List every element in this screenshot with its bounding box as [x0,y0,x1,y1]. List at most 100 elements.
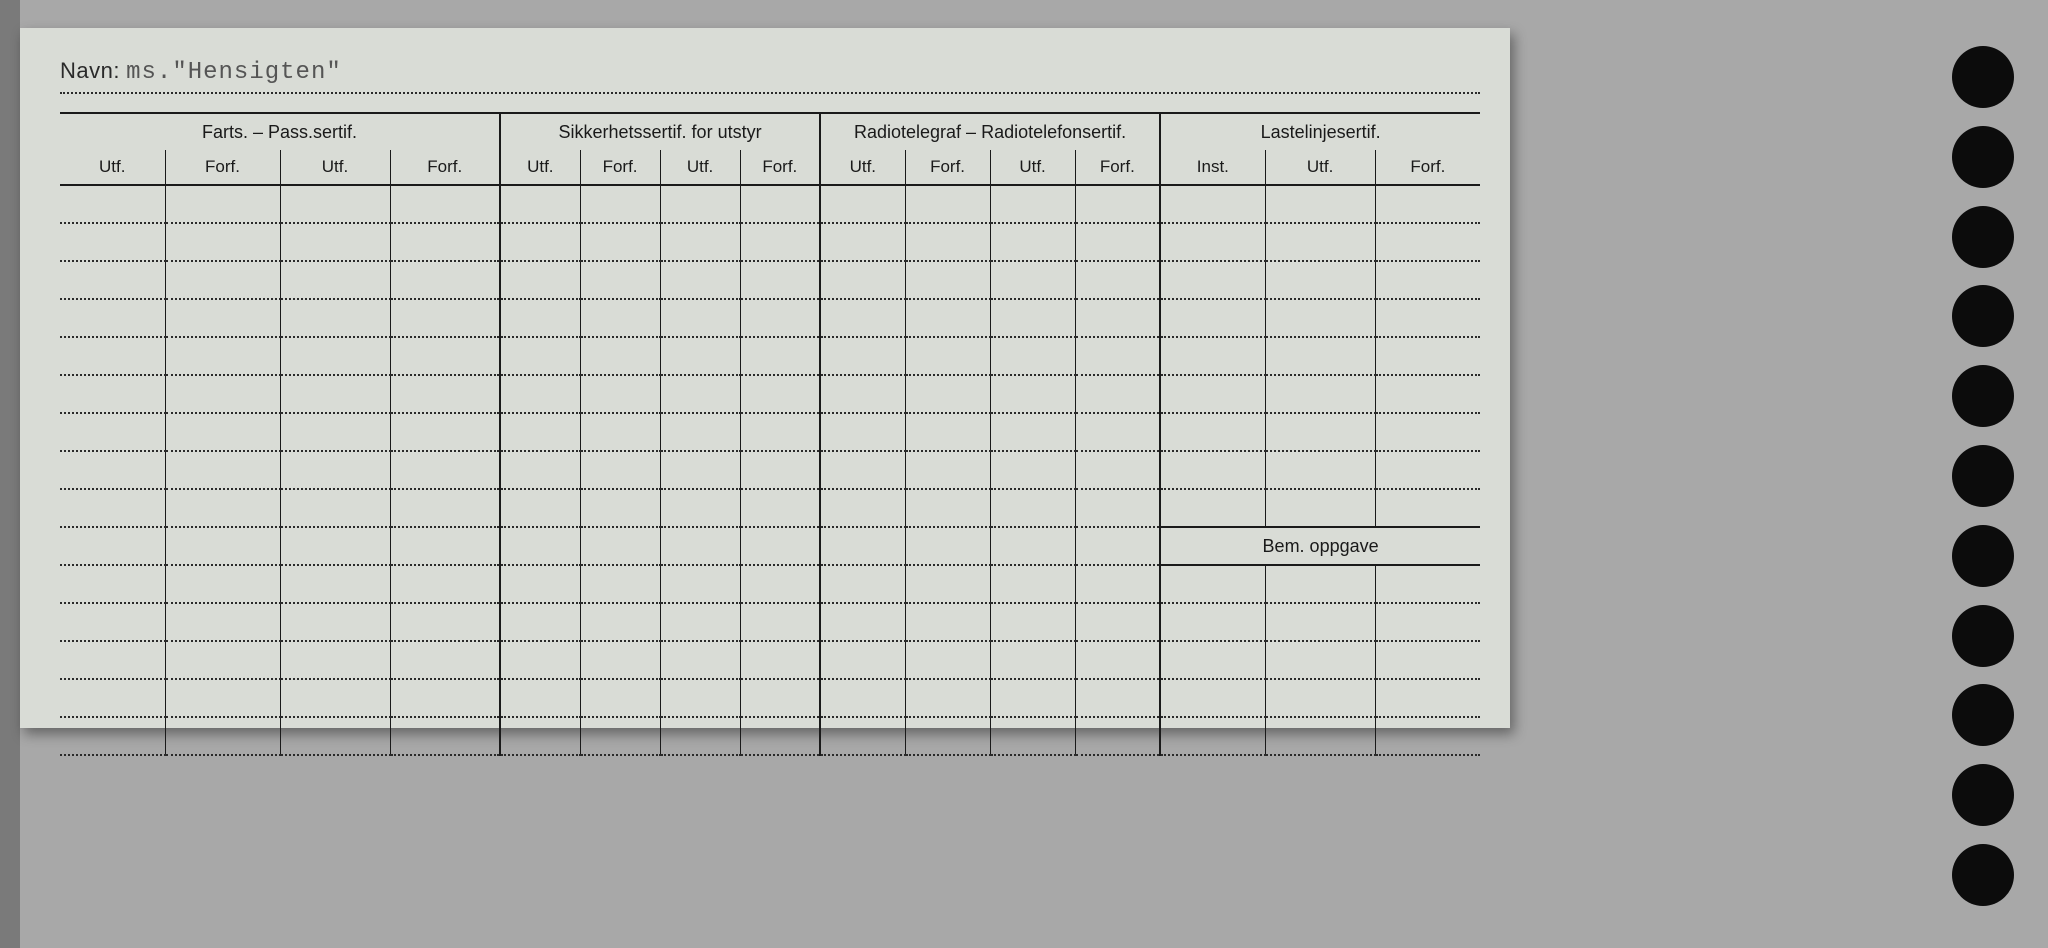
cell [60,451,165,489]
cell [905,489,990,527]
cell [1375,337,1480,375]
certificate-table: Farts. – Pass.sertif.Sikkerhetssertif. f… [60,112,1480,756]
name-field-row: Navn: ms."Hensigten" [60,58,1480,94]
cell [165,375,280,413]
table-row [60,337,1480,375]
cell [1160,337,1265,375]
cell [1375,489,1480,527]
cell [905,679,990,717]
punch-hole [1952,445,2014,507]
cell [1075,261,1160,299]
cell [390,223,500,261]
cell [1160,375,1265,413]
cell [1375,185,1480,223]
cell [820,565,905,603]
column-header: Forf. [1375,150,1480,185]
punch-hole [1952,285,2014,347]
cell [990,261,1075,299]
cell [390,413,500,451]
cell [740,413,820,451]
cell [165,223,280,261]
cell [740,679,820,717]
cell [1375,451,1480,489]
cell [60,337,165,375]
cell [990,185,1075,223]
cell [905,565,990,603]
cell [580,223,660,261]
cell [580,527,660,565]
punch-hole [1952,684,2014,746]
cell [280,337,390,375]
punch-hole [1952,126,2014,188]
cell [60,679,165,717]
cell [165,261,280,299]
cell [905,413,990,451]
cell [1375,261,1480,299]
cell [1375,641,1480,679]
cell [390,527,500,565]
cell [165,337,280,375]
cell [580,375,660,413]
cell [60,489,165,527]
cell [660,641,740,679]
cell [580,565,660,603]
cell [820,641,905,679]
table-row [60,375,1480,413]
column-header: Utf. [990,150,1075,185]
cell [280,451,390,489]
cell [1265,299,1375,337]
cell [390,679,500,717]
cell [990,603,1075,641]
cell [905,527,990,565]
cell [990,299,1075,337]
column-header: Forf. [740,150,820,185]
table-row [60,185,1480,223]
cell [820,413,905,451]
sub-header-row: Utf.Forf.Utf.Forf.Utf.Forf.Utf.Forf.Utf.… [60,150,1480,185]
table-row [60,413,1480,451]
cell [990,679,1075,717]
cell [1075,717,1160,755]
group-header: Lastelinjesertif. [1160,113,1480,150]
cell [820,451,905,489]
cell [1375,299,1480,337]
cell [60,375,165,413]
cell [740,337,820,375]
cell [905,223,990,261]
cell [1160,641,1265,679]
column-header: Forf. [165,150,280,185]
cell [1075,413,1160,451]
cell [580,717,660,755]
cell [500,223,580,261]
cell [580,261,660,299]
cell [390,603,500,641]
cell [990,451,1075,489]
cell [165,451,280,489]
cell [820,223,905,261]
cell [820,375,905,413]
cell [660,337,740,375]
punch-hole [1952,46,2014,108]
group-header: Farts. – Pass.sertif. [60,113,500,150]
cell [580,451,660,489]
group-header: Sikkerhetssertif. for utstyr [500,113,820,150]
column-header: Utf. [1265,150,1375,185]
cell [165,299,280,337]
punch-hole [1952,605,2014,667]
cell [1075,185,1160,223]
cell [820,299,905,337]
cell [905,185,990,223]
cell [60,413,165,451]
punch-holes [1952,46,2022,906]
table-row [60,565,1480,603]
cell [280,565,390,603]
cell [1265,641,1375,679]
cell [165,603,280,641]
cell [580,413,660,451]
cell [500,375,580,413]
table-row [60,299,1480,337]
cell [1375,603,1480,641]
table-row [60,717,1480,755]
cell [280,413,390,451]
cell [1265,185,1375,223]
